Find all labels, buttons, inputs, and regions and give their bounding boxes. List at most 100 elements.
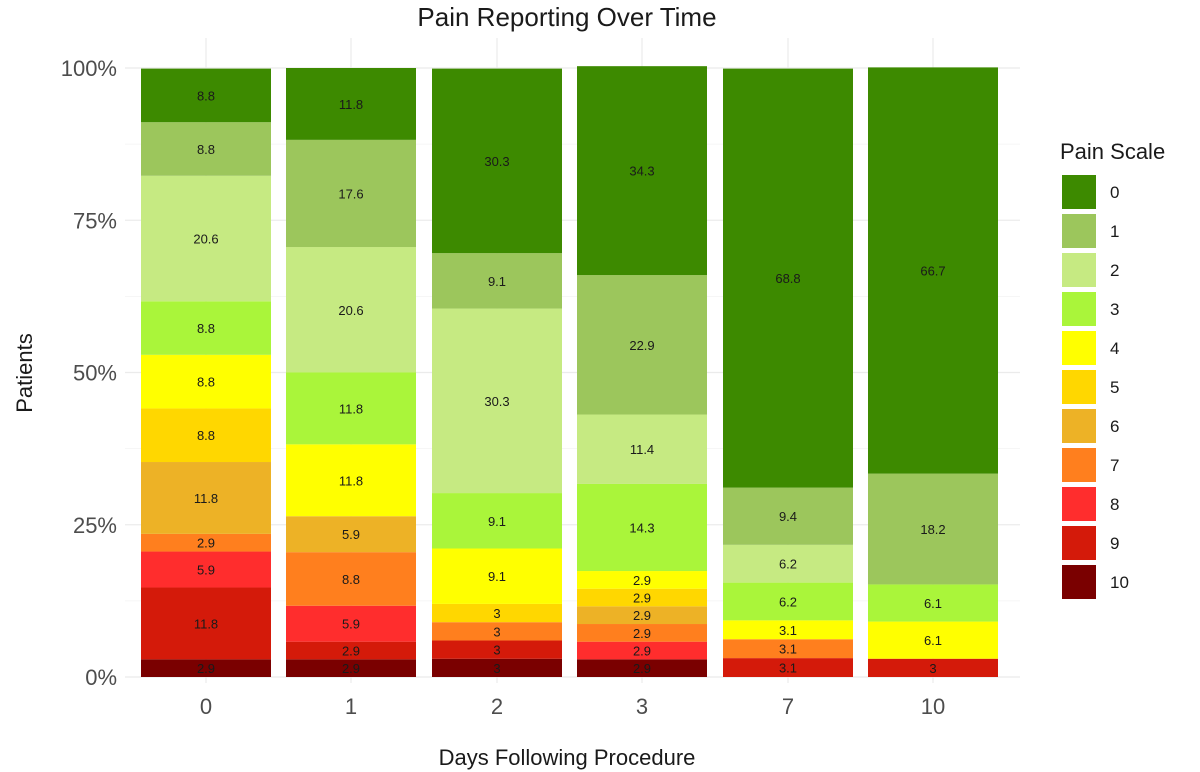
- bar-segment-day-7-pain-7: [723, 639, 853, 659]
- data-label: 14.3: [629, 520, 654, 535]
- data-label: 2.9: [197, 661, 215, 676]
- bar-segment-day-2-pain-1: [432, 253, 562, 309]
- data-label: 5.9: [197, 563, 215, 578]
- data-label: 3.1: [779, 642, 797, 657]
- bar-segment-day-0-pain-10: [141, 659, 271, 677]
- bar-segment-day-1-pain-4: [286, 444, 416, 517]
- legend-label: 6: [1110, 417, 1119, 436]
- x-tick-label: 0: [200, 694, 212, 719]
- bar-segment-day-10-pain-1: [868, 473, 998, 585]
- data-label: 2.9: [197, 536, 215, 551]
- y-axis-title: Patients: [12, 333, 37, 413]
- data-label: 30.3: [484, 154, 509, 169]
- legend-label: 3: [1110, 300, 1119, 319]
- legend-label: 9: [1110, 534, 1119, 553]
- data-label: 3.1: [779, 661, 797, 676]
- bar-segment-day-2-pain-10: [432, 658, 562, 677]
- bar-segment-day-2-pain-9: [432, 640, 562, 659]
- data-label: 3: [493, 606, 500, 621]
- data-label: 2.9: [633, 573, 651, 588]
- data-label: 3: [493, 643, 500, 658]
- legend-swatch: [1062, 565, 1096, 599]
- data-label: 6.1: [924, 596, 942, 611]
- data-label: 9.1: [488, 514, 506, 529]
- data-label: 2.9: [633, 661, 651, 676]
- bar-segment-day-2-pain-3: [432, 493, 562, 549]
- x-tick-label: 2: [491, 694, 503, 719]
- bar-segment-day-1-pain-9: [286, 641, 416, 660]
- data-label: 11.8: [194, 491, 218, 506]
- legend-label: 2: [1110, 261, 1119, 280]
- bar-segment-day-3-pain-0: [577, 66, 707, 276]
- data-label: 20.6: [193, 232, 218, 247]
- bar-segment-day-3-pain-8: [577, 641, 707, 660]
- bar-segment-day-3-pain-2: [577, 414, 707, 484]
- y-tick-label: 0%: [85, 665, 117, 690]
- bar-segment-day-10-pain-9: [868, 658, 998, 677]
- data-label: 9.1: [488, 274, 506, 289]
- legend: Pain Scale 0 1 2 3 4 5 6 7 8 9 10: [1060, 139, 1165, 599]
- bars-layer: 2.9 11.8 5.9 2.9 11.8 8.8 8.8 8.8 20.6 8.8 8.8 2.9 2…: [141, 66, 998, 677]
- data-label: 8.8: [342, 572, 360, 587]
- legend-swatch: [1062, 526, 1096, 560]
- bar-segment-day-0-pain-4: [141, 354, 271, 409]
- bar-segment-day-1-pain-3: [286, 372, 416, 445]
- legend-label: 7: [1110, 456, 1119, 475]
- bar-segment-day-0-pain-5: [141, 408, 271, 463]
- legend-swatch: [1062, 487, 1096, 521]
- legend-swatch: [1062, 409, 1096, 443]
- legend-label: 1: [1110, 222, 1119, 241]
- bar-segment-day-1-pain-6: [286, 516, 416, 553]
- bar-segment-day-3-pain-1: [577, 275, 707, 415]
- bar-segment-day-0-pain-7: [141, 533, 271, 552]
- data-label: 17.6: [338, 186, 363, 201]
- legend-label: 4: [1110, 339, 1119, 358]
- data-label: 11.8: [339, 97, 363, 112]
- chart-title: Pain Reporting Over Time: [417, 2, 716, 32]
- bar-segment-day-3-pain-7: [577, 624, 707, 642]
- x-tick-label: 7: [782, 694, 794, 719]
- data-label: 8.8: [197, 375, 215, 390]
- data-label: 3: [929, 661, 936, 676]
- y-tick-label: 75%: [73, 208, 117, 233]
- data-label: 8.8: [197, 142, 215, 157]
- bar-segment-day-1-pain-7: [286, 552, 416, 606]
- legend-label: 5: [1110, 378, 1119, 397]
- bar-segment-day-7-pain-2: [723, 544, 853, 583]
- bar-segment-day-0-pain-0: [141, 68, 271, 123]
- bar-segment-day-10-pain-3: [868, 584, 998, 622]
- bar-segment-day-0-pain-9: [141, 587, 271, 660]
- bar-segment-day-1-pain-1: [286, 139, 416, 248]
- bar-segment-day-3-pain-4: [577, 571, 707, 589]
- x-tick-label: 3: [636, 694, 648, 719]
- data-label: 22.9: [629, 338, 654, 353]
- data-label: 68.8: [775, 271, 800, 286]
- bar-segment-day-3-pain-10: [577, 659, 707, 677]
- data-label: 11.8: [339, 473, 363, 488]
- data-label: 30.3: [484, 394, 509, 409]
- data-label: 66.7: [920, 263, 945, 278]
- bar-segment-day-1-pain-10: [286, 659, 416, 677]
- y-tick-label: 25%: [73, 513, 117, 538]
- data-label: 2.9: [633, 608, 651, 623]
- bar-segment-day-0-pain-2: [141, 175, 271, 302]
- legend-swatch: [1062, 331, 1096, 365]
- bar-segment-day-10-pain-4: [868, 621, 998, 659]
- bar-segment-day-3-pain-5: [577, 588, 707, 607]
- legend-label: 10: [1110, 573, 1129, 592]
- bar-segment-day-10-pain-0: [868, 67, 998, 474]
- bar-segment-day-0-pain-8: [141, 551, 271, 588]
- legend-label: 8: [1110, 495, 1119, 514]
- bar-segment-day-7-pain-1: [723, 487, 853, 545]
- data-label: 18.2: [920, 522, 945, 537]
- data-label: 2.9: [342, 661, 360, 676]
- bar-segment-day-0-pain-6: [141, 462, 271, 534]
- x-tick-label: 1: [345, 694, 357, 719]
- data-label: 8.8: [197, 321, 215, 336]
- bar-segment-day-0-pain-3: [141, 301, 271, 355]
- legend-swatch: [1062, 253, 1096, 287]
- legend-swatch: [1062, 370, 1096, 404]
- data-label: 11.4: [630, 442, 654, 457]
- bar-segment-day-7-pain-9: [723, 658, 853, 677]
